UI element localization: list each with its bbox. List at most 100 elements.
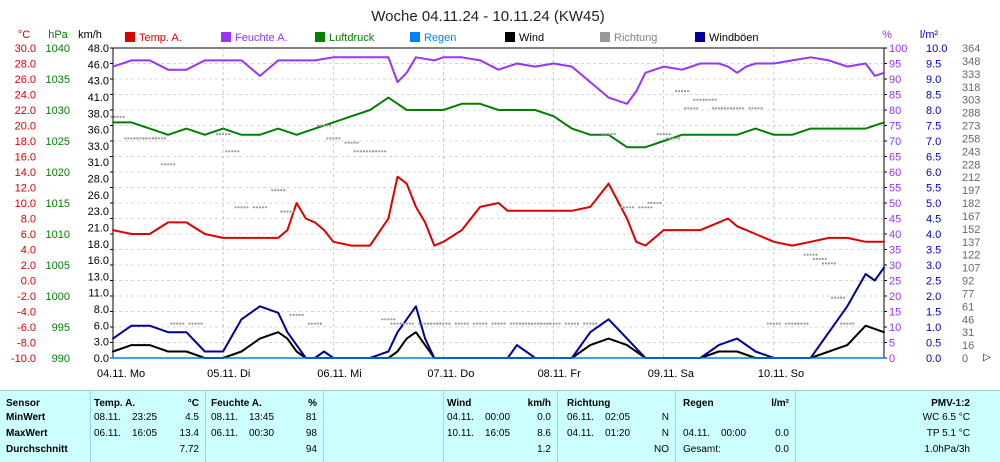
wind-tick-label: 46.0 xyxy=(88,59,109,71)
direction-point xyxy=(806,322,809,325)
temp-tick-label: -10.0 xyxy=(11,353,36,365)
direction-point xyxy=(788,322,791,325)
direction-point xyxy=(365,150,369,153)
direction-point xyxy=(791,322,794,325)
series-line-luftdruck xyxy=(112,96,885,149)
chart-title: Woche 04.11.24 - 10.11.24 (KW45) xyxy=(371,8,604,25)
humidity-tick-label: 0 xyxy=(889,353,895,365)
direction-point xyxy=(454,322,457,325)
stats-humidity-max-value: 98 xyxy=(305,428,317,439)
direction-point xyxy=(347,141,350,144)
direction-point xyxy=(445,322,448,325)
rain-tick-label: 10.0 xyxy=(926,43,947,55)
direction-point xyxy=(338,137,341,140)
rain-tick-label: 8.0 xyxy=(926,105,941,117)
legend-swatch xyxy=(600,32,610,42)
stats-wind-min-date: 04.11. xyxy=(447,412,475,423)
direction-point xyxy=(113,115,116,118)
x-tick-label: 04.11. Mo xyxy=(97,368,145,380)
direction-point xyxy=(289,313,292,316)
direction-tick-label: 228 xyxy=(962,159,980,171)
direction-point xyxy=(573,322,577,325)
axes: 04.11. Mo 05.11. Di 06.11. Mi 07.11. Do 08.1… xyxy=(11,43,991,380)
stats-humidity-max-date: 06.11. xyxy=(211,428,239,439)
direction-point xyxy=(733,107,736,110)
direction-tick-label: 16 xyxy=(962,340,974,352)
direction-point xyxy=(317,124,320,127)
direction-point xyxy=(161,163,164,166)
direction-point xyxy=(524,322,528,325)
direction-arrow-icon: ▷ xyxy=(983,352,991,363)
direction-point xyxy=(442,322,445,325)
direction-point xyxy=(295,313,298,316)
direction-tick-label: 212 xyxy=(962,172,980,184)
direction-point xyxy=(696,98,699,101)
direction-point xyxy=(240,206,243,209)
rain-tick-label: 0.5 xyxy=(926,338,941,350)
temp-tick-label: -8.0 xyxy=(17,338,36,350)
direction-point xyxy=(638,206,641,209)
direction-point xyxy=(794,322,797,325)
temp-tick-label: 18.0 xyxy=(15,136,36,148)
direction-point xyxy=(830,262,834,265)
direction-point xyxy=(837,296,840,299)
direction-point xyxy=(668,137,672,140)
direction-point xyxy=(821,262,825,265)
direction-point xyxy=(473,322,476,325)
direction-point xyxy=(163,137,166,140)
stats-col-pmv: PMV-1:2 WC 6.5 °C TP 5.1 °C 1.0hPa/3h xyxy=(795,391,1000,462)
direction-point xyxy=(274,189,277,192)
direction-point xyxy=(280,210,283,213)
direction-tick-label: 273 xyxy=(962,121,980,133)
direction-point xyxy=(671,137,675,140)
legend-label: Temp. A. xyxy=(139,32,182,44)
humidity-tick-label: 90 xyxy=(889,74,901,86)
direction-point xyxy=(650,201,653,205)
direction-tick-label: 31 xyxy=(962,327,974,339)
direction-point xyxy=(289,210,292,213)
direction-point xyxy=(631,206,635,209)
direction-point xyxy=(696,107,699,110)
legend-swatch xyxy=(505,32,515,42)
direction-point xyxy=(350,141,353,144)
direction-point xyxy=(243,206,246,209)
direction-point xyxy=(570,322,574,325)
direction-point xyxy=(656,201,659,205)
direction-point xyxy=(812,257,815,261)
stats-direction-min-date: 06.11. xyxy=(567,412,595,423)
stats-col-humidity: Feuchte A. % 08.11. 13:45 81 06.11. 00:3… xyxy=(205,391,324,462)
direction-point xyxy=(607,133,610,136)
direction-point xyxy=(766,322,770,325)
unit-temp: °C xyxy=(18,29,30,41)
legend-swatch xyxy=(315,32,325,42)
direction-point xyxy=(619,206,623,209)
direction-point xyxy=(806,253,809,256)
x-tick-label: 05.11. Di xyxy=(207,368,250,380)
direction-point xyxy=(564,322,568,325)
direction-point xyxy=(122,115,125,118)
stats-header-pmv: PMV-1:2 xyxy=(931,398,970,409)
pressure-tick-label: 1015 xyxy=(46,198,70,210)
legend-label: Windböen xyxy=(709,32,759,44)
humidity-tick-label: 80 xyxy=(889,105,901,117)
direction-point xyxy=(319,322,322,325)
stats-direction-avg-value: NO xyxy=(654,444,669,455)
direction-point xyxy=(255,206,258,209)
stats-temp-max-value: 13.4 xyxy=(179,428,199,439)
direction-point xyxy=(509,322,512,325)
direction-point xyxy=(234,206,237,209)
direction-point xyxy=(482,322,485,325)
direction-point xyxy=(702,98,705,101)
direction-point xyxy=(264,206,267,209)
direction-point xyxy=(228,133,231,136)
stats-pmv-windchill: WC 6.5 °C xyxy=(922,412,970,423)
direction-point xyxy=(173,163,176,166)
direction-point xyxy=(301,313,304,316)
direction-point xyxy=(656,133,659,136)
unit-wind: km/h xyxy=(78,29,102,41)
rain-tick-label: 0.0 xyxy=(926,353,941,365)
legend-swatch xyxy=(221,32,231,42)
stats-direction-max-date: 04.11. xyxy=(567,428,595,439)
wind-tick-label: 33.0 xyxy=(88,141,109,153)
direction-point xyxy=(622,206,626,209)
